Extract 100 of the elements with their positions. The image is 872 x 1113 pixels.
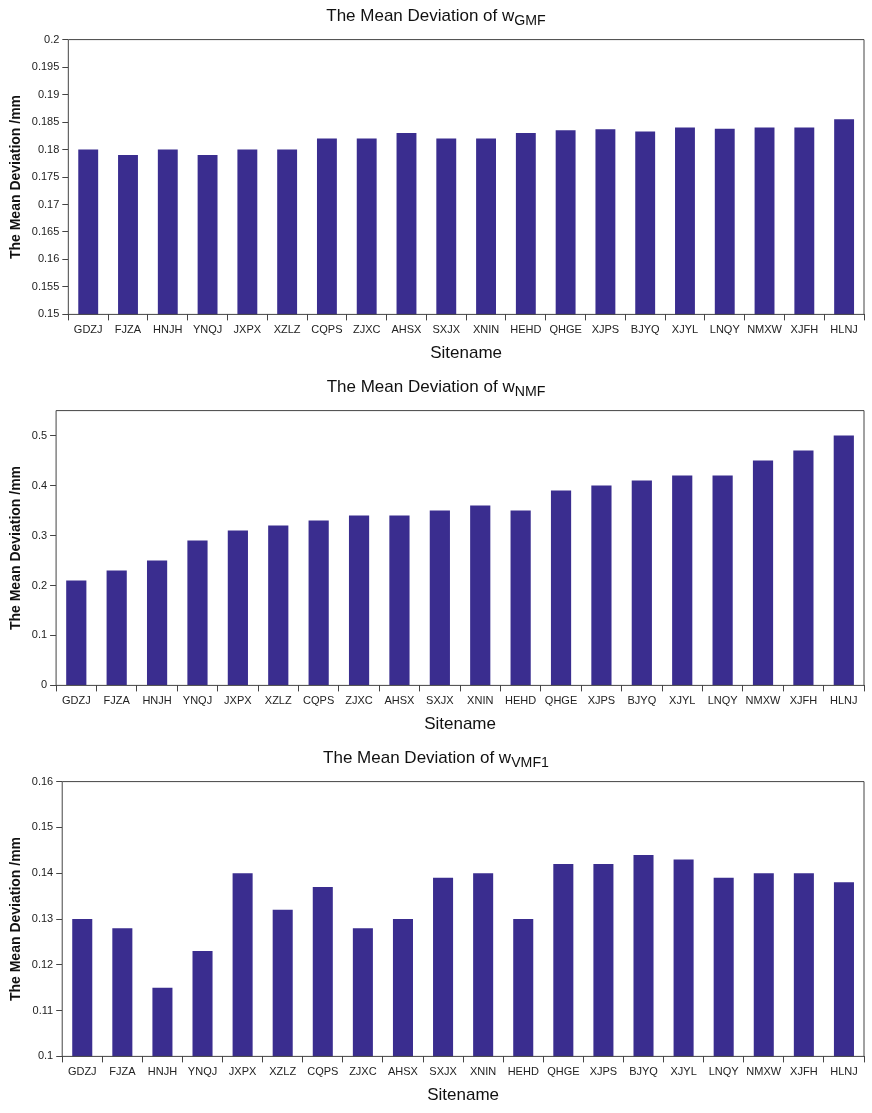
x-tick-label: HLNJ bbox=[830, 1065, 858, 1078]
y-tick-label: 0.13 bbox=[31, 912, 54, 925]
y-tick-label: 0.17 bbox=[37, 197, 60, 210]
x-tick-label: XZLZ bbox=[269, 1065, 297, 1078]
y-tick-label: 0.195 bbox=[31, 60, 60, 73]
x-tick-label: JXPX bbox=[228, 1065, 258, 1078]
x-tick-label: YNQJ bbox=[192, 323, 223, 336]
x-tick-label: XZLZ bbox=[264, 694, 292, 707]
y-tick-label: 0.175 bbox=[31, 170, 60, 183]
x-tick-label: YNQJ bbox=[182, 694, 213, 707]
x-tick-label: FJZA bbox=[114, 323, 142, 336]
x-tick-label: FJZA bbox=[103, 694, 131, 707]
x-tick-label: CQPS bbox=[307, 1065, 339, 1078]
x-tick-label: LNQY bbox=[707, 694, 739, 707]
x-tick-label: XNIN bbox=[470, 1065, 497, 1078]
y-tick-label: 0.165 bbox=[31, 224, 60, 237]
bar bbox=[591, 485, 612, 685]
x-tick-label: CQPS bbox=[303, 694, 335, 707]
y-tick-label: 0.11 bbox=[32, 1003, 54, 1016]
x-tick-label: CQPS bbox=[311, 323, 343, 336]
x-tick-label: HLNJ bbox=[830, 694, 858, 707]
x-tick-label: AHSX bbox=[391, 323, 423, 336]
x-tick-label: XJPS bbox=[587, 694, 616, 707]
x-tick-label: NMXW bbox=[747, 323, 783, 336]
x-tick-label: QHGE bbox=[549, 323, 582, 336]
x-tick-label: HNJH bbox=[147, 1065, 178, 1078]
x-tick-label: ZJXC bbox=[352, 323, 381, 336]
y-axis-title: The Mean Deviation /mm bbox=[7, 465, 24, 631]
bar bbox=[793, 450, 814, 685]
x-axis-title: Sitename bbox=[427, 1085, 500, 1105]
x-tick-label: HEHD bbox=[510, 323, 542, 336]
y-tick-label: 0.14 bbox=[31, 866, 54, 879]
x-tick-label: HEHD bbox=[505, 694, 537, 707]
x-tick-label: HEHD bbox=[507, 1065, 539, 1078]
x-tick-label: GDZJ bbox=[67, 1065, 97, 1078]
bar bbox=[429, 510, 450, 685]
y-tick-label: 0.155 bbox=[31, 279, 60, 292]
x-tick-label: QHGE bbox=[544, 694, 578, 707]
x-tick-label: XNIN bbox=[467, 694, 494, 707]
x-tick-label: SXJX bbox=[426, 694, 455, 707]
x-tick-label: XZLZ bbox=[273, 323, 301, 336]
x-tick-label: AHSX bbox=[387, 1065, 419, 1078]
x-tick-label: ZJXC bbox=[349, 1065, 377, 1078]
x-tick-label: XJYL bbox=[669, 694, 696, 707]
x-axis-title: Sitename bbox=[430, 343, 503, 363]
y-tick-label: 0.18 bbox=[37, 142, 60, 155]
bar bbox=[510, 510, 531, 685]
bar bbox=[833, 435, 854, 685]
x-tick-label: BJYQ bbox=[630, 323, 660, 336]
x-tick-label: FJZA bbox=[109, 1065, 137, 1078]
x-tick-label: XJYL bbox=[671, 323, 699, 336]
y-tick-label: 0.2 bbox=[44, 32, 60, 45]
bar bbox=[550, 490, 572, 685]
bar bbox=[752, 460, 774, 685]
x-tick-label: XJFH bbox=[789, 694, 818, 707]
x-tick-label: NMXW bbox=[746, 1065, 782, 1078]
x-tick-label: XJFH bbox=[790, 1065, 818, 1078]
x-tick-label: JXPX bbox=[224, 694, 253, 707]
y-tick-label: 0.2 bbox=[31, 578, 48, 591]
x-tick-label: QHGE bbox=[547, 1065, 580, 1078]
bar bbox=[631, 480, 652, 685]
bar bbox=[268, 525, 289, 685]
bar bbox=[106, 570, 127, 685]
y-tick-label: 0.4 bbox=[31, 478, 48, 491]
x-tick-label: BJYQ bbox=[627, 694, 657, 707]
x-tick-label: XJPS bbox=[589, 1065, 618, 1078]
y-axis-title: The Mean Deviation /mm bbox=[7, 836, 24, 1002]
chart-title: The Mean Deviation of w$_{NMF}$ bbox=[325, 377, 547, 401]
y-tick-label: 0.19 bbox=[37, 87, 60, 100]
x-tick-label: HLNJ bbox=[830, 323, 858, 336]
x-tick-label: SXJX bbox=[429, 1065, 458, 1078]
y-tick-label: 0.16 bbox=[37, 252, 60, 265]
x-tick-label: HNJH bbox=[142, 694, 172, 707]
x-tick-label: JXPX bbox=[233, 323, 262, 336]
x-tick-label: HNJH bbox=[153, 323, 183, 336]
x-tick-label: XJPS bbox=[591, 323, 620, 336]
x-tick-label: NMXW bbox=[745, 694, 782, 707]
y-tick-label: 0.5 bbox=[31, 428, 48, 441]
bar bbox=[308, 520, 329, 685]
chart-title: The Mean Deviation of w$_{VMF1}$ bbox=[322, 748, 550, 772]
bar bbox=[672, 475, 693, 685]
x-tick-label: BJYQ bbox=[629, 1065, 659, 1078]
x-tick-label: XJFH bbox=[790, 323, 819, 336]
bar bbox=[66, 580, 87, 685]
x-tick-label: SXJX bbox=[432, 323, 461, 336]
x-tick-label: LNQY bbox=[708, 1065, 740, 1078]
y-tick-label: 0.185 bbox=[31, 115, 60, 128]
y-tick-label: 0.15 bbox=[31, 820, 54, 833]
x-tick-label: GDZJ bbox=[73, 323, 103, 336]
y-tick-label: 0.3 bbox=[31, 528, 48, 541]
y-tick-label: 0.1 bbox=[31, 628, 48, 641]
y-tick-label: 0.15 bbox=[37, 307, 60, 320]
bar bbox=[389, 515, 410, 685]
y-tick-label: 0.1 bbox=[37, 1049, 54, 1062]
bar bbox=[712, 475, 733, 685]
chart-title: The Mean Deviation of w$_{GMF}$ bbox=[325, 6, 547, 30]
bar bbox=[470, 505, 491, 685]
bar bbox=[146, 560, 168, 685]
x-axis-title: Sitename bbox=[424, 714, 496, 734]
x-tick-label: XNIN bbox=[472, 323, 500, 336]
